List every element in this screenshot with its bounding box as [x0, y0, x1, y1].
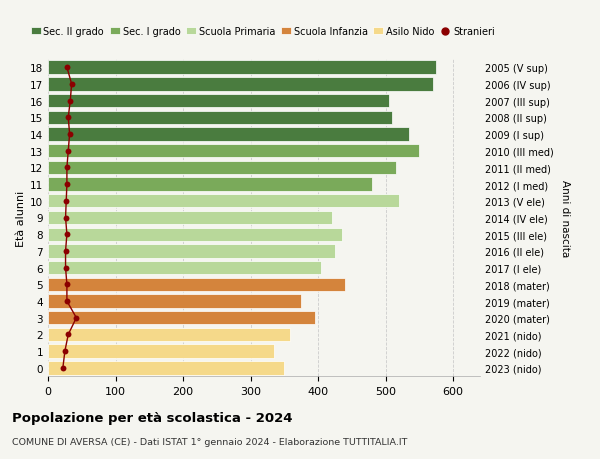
- Bar: [48, 345, 274, 358]
- Bar: [48, 128, 409, 141]
- Bar: [48, 295, 301, 308]
- Point: [65, 98, 75, 105]
- Point: [64, 148, 73, 155]
- Point: [60, 348, 70, 355]
- Legend: Sec. II grado, Sec. I grado, Scuola Primaria, Scuola Infanzia, Asilo Nido, Stran: Sec. II grado, Sec. I grado, Scuola Prim…: [27, 23, 499, 41]
- Point: [58, 364, 68, 372]
- Point: [62, 231, 72, 238]
- Point: [61, 264, 70, 272]
- Bar: [48, 361, 284, 375]
- Bar: [48, 261, 322, 274]
- Bar: [48, 78, 433, 91]
- Text: Popolazione per età scolastica - 2024: Popolazione per età scolastica - 2024: [12, 411, 293, 424]
- Point: [61, 198, 71, 205]
- Bar: [48, 95, 389, 108]
- Bar: [48, 245, 335, 258]
- Point: [62, 298, 72, 305]
- Y-axis label: Anni di nascita: Anni di nascita: [560, 179, 570, 257]
- Bar: [48, 112, 392, 125]
- Bar: [48, 162, 395, 175]
- Bar: [48, 278, 345, 291]
- Bar: [48, 145, 419, 158]
- Bar: [48, 178, 372, 191]
- Point: [71, 314, 81, 322]
- Point: [65, 131, 74, 138]
- Point: [62, 64, 72, 72]
- Bar: [48, 311, 314, 325]
- Bar: [48, 328, 290, 341]
- Bar: [48, 195, 399, 208]
- Bar: [48, 228, 341, 241]
- Point: [62, 181, 72, 188]
- Point: [61, 248, 70, 255]
- Point: [62, 164, 72, 172]
- Bar: [48, 211, 331, 225]
- Y-axis label: Età alunni: Età alunni: [16, 190, 26, 246]
- Point: [64, 331, 73, 338]
- Point: [67, 81, 76, 88]
- Bar: [48, 62, 436, 75]
- Point: [62, 281, 72, 288]
- Point: [61, 214, 70, 222]
- Text: COMUNE DI AVERSA (CE) - Dati ISTAT 1° gennaio 2024 - Elaborazione TUTTITALIA.IT: COMUNE DI AVERSA (CE) - Dati ISTAT 1° ge…: [12, 437, 407, 446]
- Point: [64, 114, 73, 122]
